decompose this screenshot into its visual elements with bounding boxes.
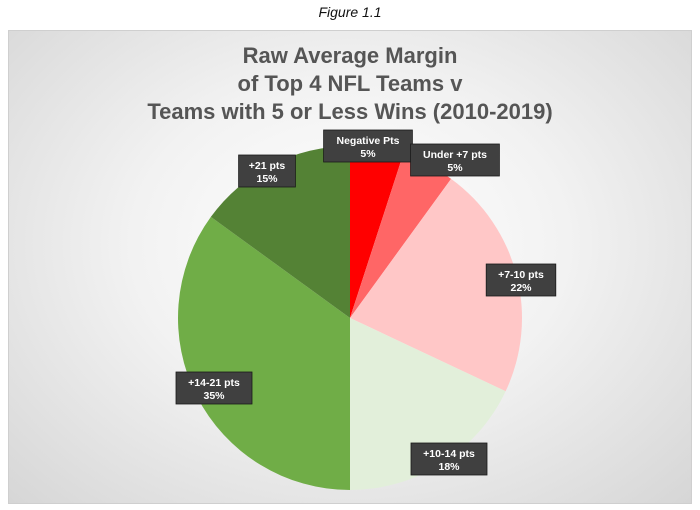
slice-value: 5% [360,148,376,160]
slice-label: Under +7 pts [423,149,487,161]
slice-value: 22% [510,282,532,294]
pie-slice-3 [350,178,522,392]
pie-slice-5 [178,216,350,490]
data-label-box [323,129,413,163]
slice-label: +21 pts [249,160,286,172]
slice-label: +14-21 pts [188,377,240,389]
slice-label: +7-10 pts [498,269,544,281]
slice-label: +10-14 pts [423,448,475,460]
slice-value: 15% [256,173,278,185]
slice-value: 5% [447,162,463,174]
data-label-box [175,371,253,405]
data-label-box [410,442,488,476]
pie-slice-4 [350,318,506,490]
data-label-box [485,263,557,297]
slice-value: 35% [203,390,225,402]
pie-slice-1 [350,146,404,318]
pie-slice-6 [210,146,350,318]
slice-label: Negative Pts [336,135,399,147]
data-label-box [238,154,296,188]
figure-caption: Figure 1.1 [318,4,382,20]
data-label-box [410,143,500,177]
chart-title: Raw Average Margin of Top 4 NFL Teams v … [147,43,553,124]
slice-value: 18% [438,461,460,473]
pie-slice-2 [350,154,452,318]
